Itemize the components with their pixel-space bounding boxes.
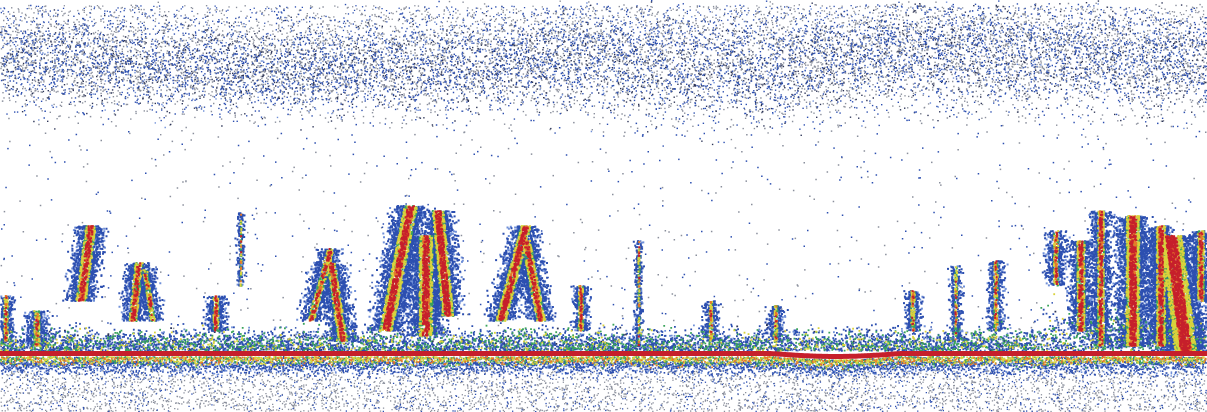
page: (() => { const data = JSON.parse(documen… bbox=[0, 0, 1207, 412]
echogram bbox=[0, 0, 1207, 412]
